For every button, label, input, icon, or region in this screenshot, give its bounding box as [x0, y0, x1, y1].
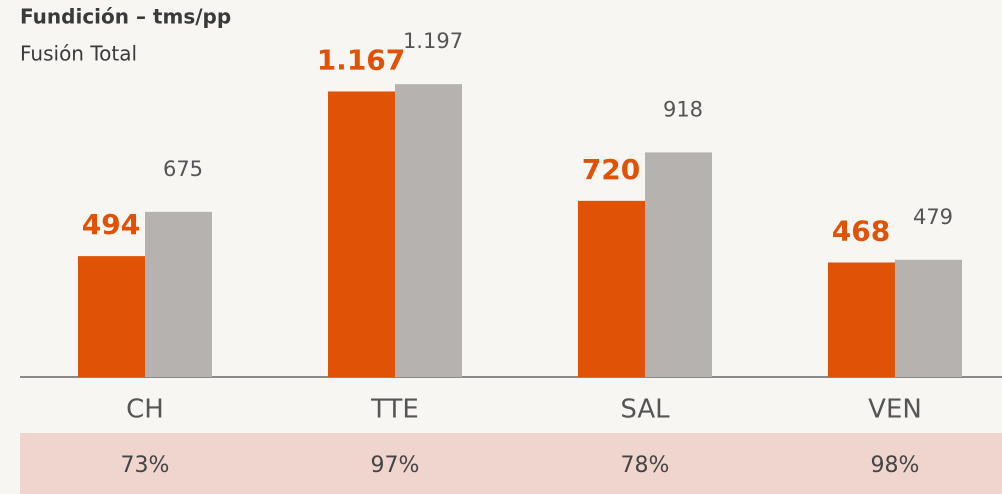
x-tick-label: SAL: [620, 395, 670, 425]
footer-label: 78%: [621, 453, 670, 478]
value-label: 494: [82, 208, 140, 241]
bar: [78, 256, 145, 377]
bar: [645, 152, 712, 377]
footer-label: 73%: [121, 453, 170, 478]
bar: [828, 262, 895, 377]
chart-subtitle: Fusión Total: [20, 42, 137, 66]
x-tick-label: VEN: [868, 395, 922, 425]
x-tick-label: CH: [126, 395, 164, 425]
value-label: 918: [663, 97, 703, 121]
footer-label: 98%: [871, 453, 920, 478]
value-label: 720: [582, 153, 640, 186]
value-label: 675: [163, 157, 203, 181]
value-label: 1.197: [403, 29, 463, 53]
footer-label: 97%: [371, 453, 420, 478]
value-label: 468: [832, 214, 890, 247]
footer-band: [20, 433, 1002, 494]
chart-title: Fundición – tms/pp: [20, 5, 231, 29]
bar: [578, 200, 645, 377]
value-label: 479: [913, 205, 953, 229]
bar: [895, 259, 962, 377]
x-tick-label: TTE: [370, 395, 419, 425]
value-label: 1.167: [317, 43, 406, 76]
bar: [395, 84, 462, 377]
bar: [328, 91, 395, 377]
bar: [145, 211, 212, 377]
